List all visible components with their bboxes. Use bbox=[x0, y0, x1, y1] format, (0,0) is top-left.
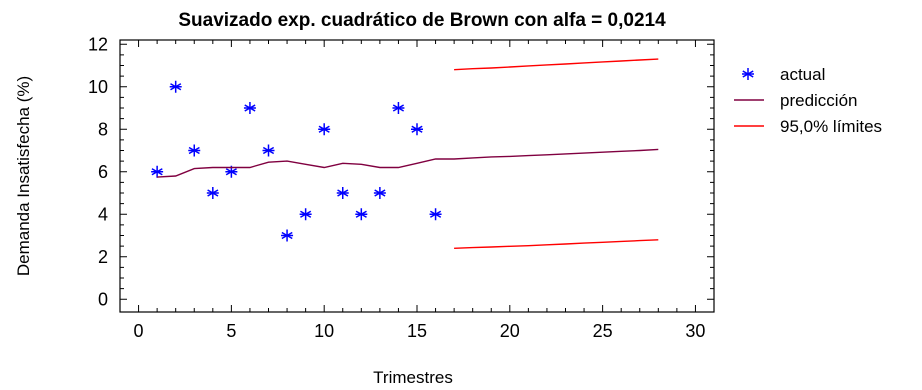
actual-point bbox=[429, 208, 442, 221]
x-axis-label: Trimestres bbox=[373, 368, 453, 385]
x-tick-label: 20 bbox=[500, 321, 520, 341]
actual-point bbox=[392, 102, 405, 114]
actual-point bbox=[262, 144, 275, 157]
forecast-line bbox=[157, 148, 659, 178]
y-axis-label: Demanda Insatisfecha (%) bbox=[14, 76, 33, 276]
y-tick-label: 10 bbox=[88, 77, 108, 97]
actual-point bbox=[299, 208, 312, 221]
actual-point bbox=[411, 123, 423, 136]
actual-point bbox=[206, 187, 219, 199]
x-tick-label: 15 bbox=[407, 321, 427, 341]
actual-point bbox=[243, 102, 256, 114]
actual-point bbox=[355, 208, 368, 221]
actual-point bbox=[151, 165, 164, 178]
y-tick-label: 12 bbox=[88, 34, 108, 54]
actual-point bbox=[336, 187, 349, 199]
legend-marker-actual bbox=[742, 68, 754, 80]
plot-frame bbox=[119, 39, 715, 313]
upper-limit-line bbox=[454, 58, 659, 71]
legend-label: predicción bbox=[780, 91, 858, 110]
actual-point bbox=[318, 123, 331, 136]
y-tick-label: 0 bbox=[98, 289, 108, 309]
x-tick-label: 10 bbox=[314, 321, 334, 341]
chart-title: Suavizado exp. cuadrático de Brown con a… bbox=[178, 10, 666, 31]
y-tick-label: 2 bbox=[98, 247, 108, 267]
actual-point bbox=[373, 187, 386, 199]
actual-point bbox=[281, 229, 294, 242]
x-tick-label: 25 bbox=[593, 321, 613, 341]
actual-point bbox=[169, 80, 182, 93]
legend-label: 95,0% límites bbox=[780, 117, 882, 136]
x-tick-label: 0 bbox=[134, 321, 144, 341]
y-tick-label: 8 bbox=[98, 119, 108, 139]
y-tick-label: 6 bbox=[98, 162, 108, 182]
y-tick-label: 4 bbox=[98, 204, 108, 224]
lower-limit-line bbox=[454, 239, 659, 249]
x-tick-label: 30 bbox=[685, 321, 705, 341]
legend-label: actual bbox=[780, 65, 825, 84]
actual-point bbox=[188, 144, 201, 157]
x-tick-label: 5 bbox=[226, 321, 236, 341]
